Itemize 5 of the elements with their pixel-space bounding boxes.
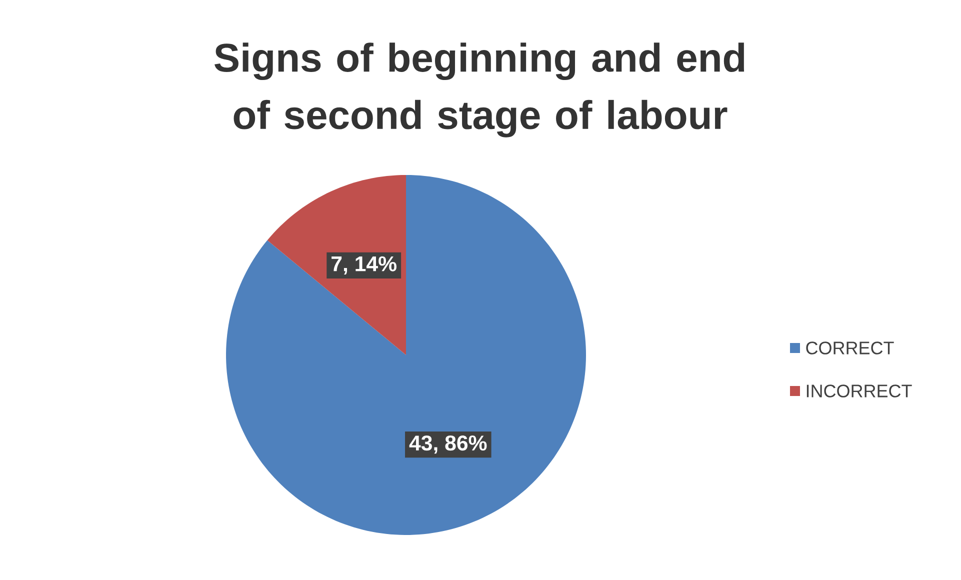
legend-label: CORRECT [806, 342, 894, 354]
legend-label: INCORRECT [806, 384, 912, 398]
data-label: 43, 86% [409, 435, 487, 454]
data-label: 7, 14% [332, 256, 396, 274]
chart-title: Signs of beginning and end of second stage of labour [214, 42, 744, 138]
